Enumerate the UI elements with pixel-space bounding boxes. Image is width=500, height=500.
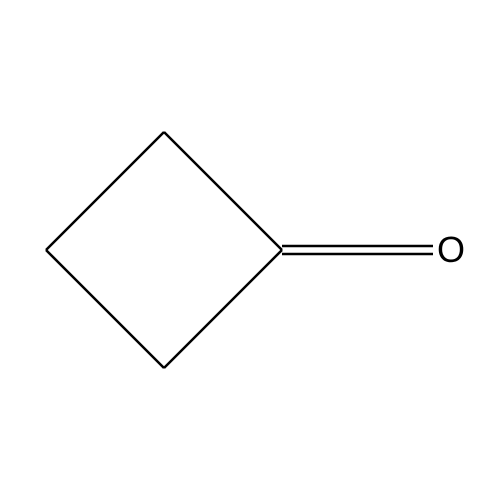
bond-C3-C4 bbox=[46, 250, 164, 368]
molecule-diagram: O bbox=[0, 0, 500, 500]
atom-label-O: O bbox=[437, 229, 465, 270]
bond-C1-O bbox=[282, 246, 433, 254]
bond-C4-C1 bbox=[164, 250, 282, 368]
bond-C2-C3 bbox=[46, 132, 164, 250]
bond-C1-C2 bbox=[164, 132, 282, 250]
